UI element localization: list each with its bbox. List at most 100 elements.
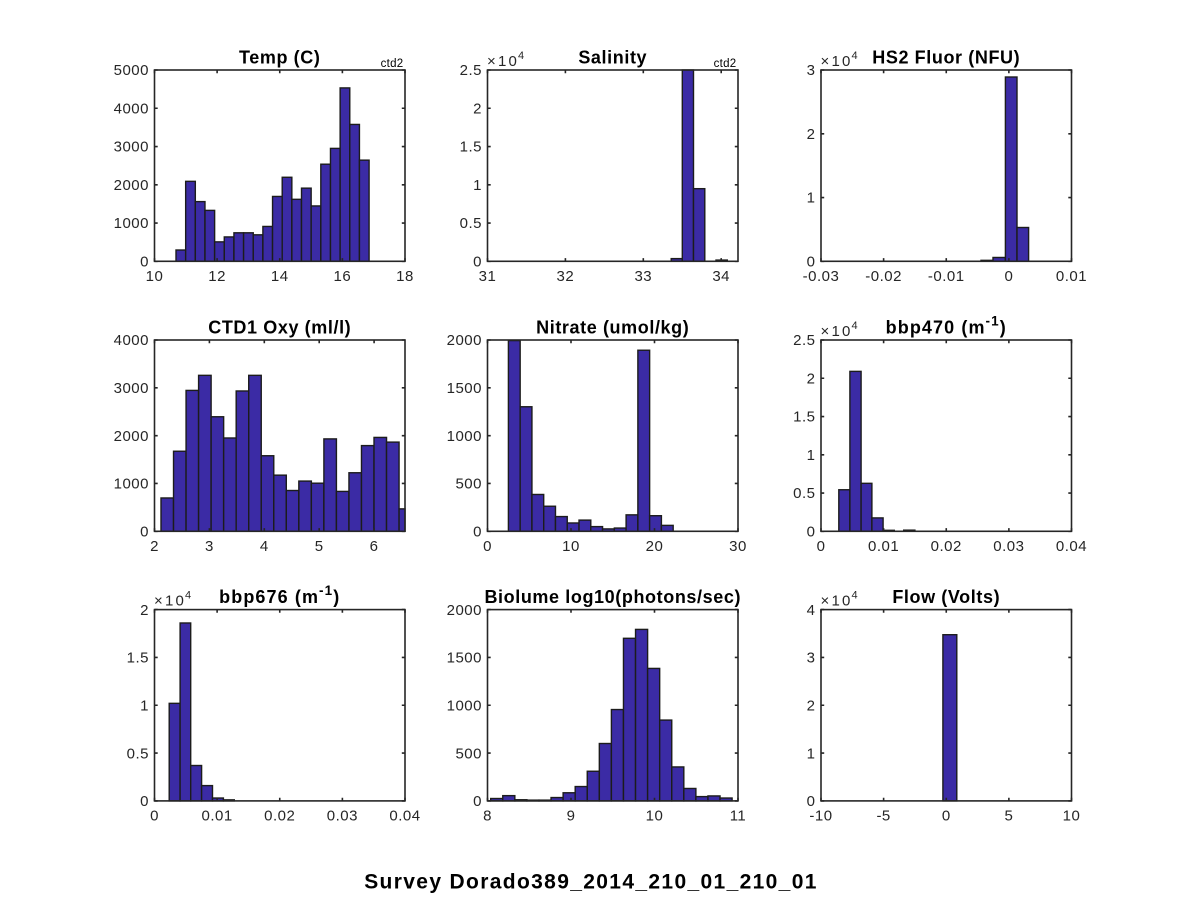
svg-text:32: 32 [557, 268, 575, 285]
svg-text:2: 2 [807, 126, 816, 143]
svg-text:HS2 Fluor (NFU): HS2 Fluor (NFU) [872, 48, 1020, 68]
svg-text:2: 2 [807, 697, 816, 714]
svg-text:10: 10 [562, 538, 580, 555]
svg-text:0: 0 [807, 793, 816, 810]
svg-text:2: 2 [473, 100, 482, 117]
svg-text:0.03: 0.03 [993, 538, 1024, 555]
svg-text:0: 0 [807, 524, 816, 541]
svg-text:-5: -5 [876, 808, 890, 825]
svg-text:ctd2: ctd2 [714, 58, 737, 70]
svg-text:0: 0 [473, 254, 482, 271]
svg-text:500: 500 [455, 476, 482, 493]
svg-text:8: 8 [483, 808, 492, 825]
svg-text:5: 5 [1004, 808, 1013, 825]
svg-text:0: 0 [473, 793, 482, 810]
svg-text:1: 1 [140, 697, 149, 714]
svg-text:×104: ×104 [154, 590, 191, 610]
svg-text:0: 0 [817, 538, 826, 555]
svg-text:4: 4 [260, 538, 269, 555]
svg-text:5000: 5000 [114, 62, 149, 79]
svg-text:1: 1 [807, 447, 816, 464]
svg-text:1.5: 1.5 [793, 409, 815, 426]
svg-text:3000: 3000 [114, 139, 149, 156]
svg-text:3: 3 [807, 650, 816, 667]
svg-text:Salinity: Salinity [578, 48, 647, 68]
svg-text:16: 16 [334, 268, 352, 285]
svg-text:0: 0 [942, 808, 951, 825]
svg-text:10: 10 [1063, 808, 1081, 825]
svg-text:500: 500 [455, 745, 482, 762]
svg-text:2: 2 [150, 538, 159, 555]
svg-text:Flow (Volts): Flow (Volts) [892, 587, 1000, 607]
svg-text:1000: 1000 [447, 697, 482, 714]
svg-text:10: 10 [646, 808, 664, 825]
svg-text:34: 34 [712, 268, 730, 285]
svg-text:0.02: 0.02 [931, 538, 962, 555]
svg-text:2000: 2000 [114, 177, 149, 194]
svg-text:×104: ×104 [821, 320, 858, 340]
svg-text:2.5: 2.5 [460, 62, 482, 79]
svg-text:3000: 3000 [114, 380, 149, 397]
svg-text:12: 12 [208, 268, 226, 285]
svg-text:0.5: 0.5 [460, 215, 482, 232]
svg-text:0.01: 0.01 [868, 538, 899, 555]
svg-text:1.5: 1.5 [127, 650, 149, 667]
svg-text:2.5: 2.5 [793, 332, 815, 349]
svg-text:-10: -10 [809, 808, 832, 825]
svg-text:0: 0 [1004, 268, 1013, 285]
svg-text:1500: 1500 [447, 650, 482, 667]
svg-text:1: 1 [807, 745, 816, 762]
svg-text:3: 3 [205, 538, 214, 555]
svg-text:0.5: 0.5 [127, 745, 149, 762]
svg-text:10: 10 [146, 268, 164, 285]
svg-text:30: 30 [729, 538, 747, 555]
svg-text:31: 31 [479, 268, 497, 285]
svg-text:0: 0 [473, 524, 482, 541]
svg-text:4000: 4000 [114, 100, 149, 117]
svg-text:0: 0 [140, 254, 149, 271]
svg-text:1000: 1000 [114, 476, 149, 493]
svg-text:Temp (C): Temp (C) [239, 48, 320, 68]
svg-text:4: 4 [807, 602, 816, 619]
svg-text:33: 33 [634, 268, 652, 285]
svg-text:0.02: 0.02 [264, 808, 295, 825]
svg-text:0: 0 [807, 254, 816, 271]
svg-text:3: 3 [807, 62, 816, 79]
svg-text:1.5: 1.5 [460, 139, 482, 156]
svg-text:0.01: 0.01 [202, 808, 233, 825]
svg-text:1000: 1000 [447, 428, 482, 445]
svg-text:-0.03: -0.03 [803, 268, 840, 285]
svg-text:Survey Dorado389_2014_210_01_2: Survey Dorado389_2014_210_01_210_01 [364, 871, 818, 894]
svg-text:2: 2 [807, 370, 816, 387]
svg-text:1: 1 [473, 177, 482, 194]
svg-text:4000: 4000 [114, 332, 149, 349]
svg-text:20: 20 [646, 538, 664, 555]
svg-text:2: 2 [140, 602, 149, 619]
svg-text:0.01: 0.01 [1056, 268, 1087, 285]
svg-text:Biolume log10(photons/sec): Biolume log10(photons/sec) [484, 587, 741, 607]
svg-text:ctd2: ctd2 [381, 58, 404, 70]
svg-text:2000: 2000 [447, 332, 482, 349]
svg-text:0.04: 0.04 [389, 808, 420, 825]
svg-text:0.03: 0.03 [327, 808, 358, 825]
svg-text:6: 6 [370, 538, 379, 555]
svg-text:0: 0 [140, 793, 149, 810]
svg-text:0.04: 0.04 [1056, 538, 1087, 555]
svg-text:0: 0 [483, 538, 492, 555]
svg-text:1500: 1500 [447, 380, 482, 397]
svg-text:14: 14 [271, 268, 289, 285]
svg-text:11: 11 [730, 808, 747, 825]
svg-text:×104: ×104 [821, 50, 858, 70]
svg-text:-0.02: -0.02 [865, 268, 902, 285]
svg-text:9: 9 [567, 808, 576, 825]
svg-text:×104: ×104 [821, 590, 858, 610]
svg-text:18: 18 [396, 268, 414, 285]
svg-text:2000: 2000 [447, 602, 482, 619]
svg-text:5: 5 [315, 538, 324, 555]
svg-text:×104: ×104 [487, 50, 524, 70]
svg-text:0: 0 [140, 524, 149, 541]
svg-text:0: 0 [150, 808, 159, 825]
svg-text:CTD1 Oxy (ml/l): CTD1 Oxy (ml/l) [208, 318, 351, 338]
svg-text:0.5: 0.5 [793, 485, 815, 502]
svg-text:2000: 2000 [114, 428, 149, 445]
